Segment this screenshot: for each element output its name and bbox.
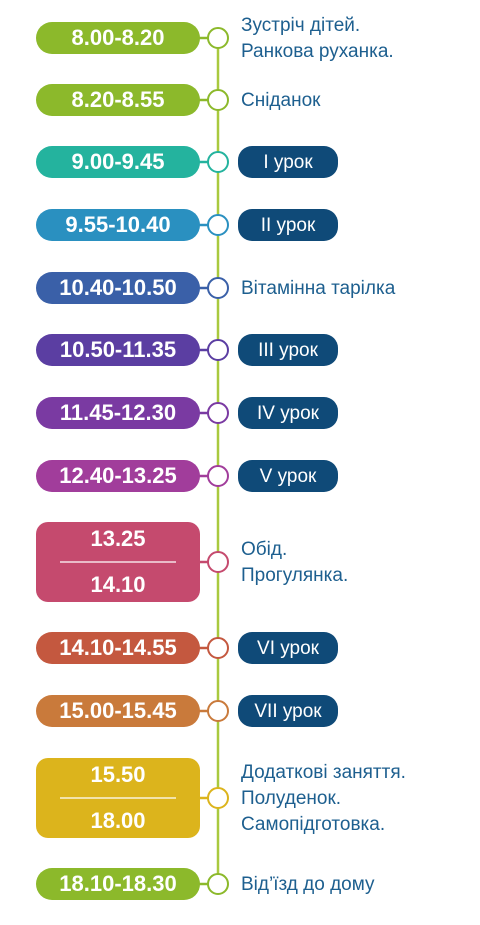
time: 10.50-11.35 bbox=[60, 337, 176, 362]
timeline-dot bbox=[207, 339, 229, 361]
timeline-dot bbox=[207, 873, 229, 895]
activity-label: Обід. bbox=[241, 539, 287, 560]
activity-label: Полуденок. bbox=[241, 788, 341, 809]
time: 11.45-12.30 bbox=[60, 400, 176, 425]
lesson-label: ІІІ урок bbox=[258, 340, 319, 361]
timeline-dot bbox=[207, 700, 229, 722]
lesson-label: IV урок bbox=[257, 403, 320, 424]
time-badge bbox=[36, 209, 200, 241]
activity-label: Прогулянка. bbox=[241, 565, 348, 586]
time-badge bbox=[36, 272, 200, 304]
activity-label: Від’їзд до дому bbox=[241, 874, 375, 895]
lesson-label: V урок bbox=[260, 466, 317, 487]
timeline-dot bbox=[207, 787, 229, 809]
activity-label: Зустріч дітей. bbox=[241, 15, 360, 36]
timeline-dot bbox=[207, 277, 229, 299]
timeline-dot bbox=[207, 27, 229, 49]
time-badge bbox=[36, 868, 200, 900]
time: 10.40-10.50 bbox=[59, 275, 176, 300]
timeline-dot bbox=[207, 402, 229, 424]
time-badge bbox=[36, 84, 200, 116]
lesson-badge bbox=[238, 695, 338, 727]
lesson-label: І урок bbox=[263, 152, 313, 173]
lesson-badge bbox=[238, 209, 338, 241]
time: 8.20-8.55 bbox=[72, 87, 165, 112]
lesson-badge bbox=[238, 460, 338, 492]
time-end: 14.10 bbox=[90, 572, 145, 597]
time-badge bbox=[36, 695, 200, 727]
time: 9.55-10.40 bbox=[65, 212, 170, 237]
time: 18.10-18.30 bbox=[59, 871, 176, 896]
lesson-label: VI урок bbox=[257, 638, 320, 659]
activity-label: Самопідготовка. bbox=[241, 814, 385, 835]
timeline-dot bbox=[207, 637, 229, 659]
time-start: 15.50 bbox=[90, 762, 145, 787]
time-badge bbox=[36, 334, 200, 366]
lesson-badge bbox=[238, 146, 338, 178]
timeline-dot bbox=[207, 551, 229, 573]
time-badge bbox=[36, 146, 200, 178]
lesson-badge bbox=[238, 397, 338, 429]
timeline-dot bbox=[207, 89, 229, 111]
activity-label: Вітамінна тарілка bbox=[241, 278, 396, 299]
lesson-badge bbox=[238, 632, 338, 664]
lesson-label: ІІ урок bbox=[261, 215, 316, 236]
activity-label: Ранкова руханка. bbox=[241, 41, 394, 62]
lesson-label: VII урок bbox=[254, 701, 322, 722]
time: 9.00-9.45 bbox=[72, 149, 165, 174]
time-badge bbox=[36, 632, 200, 664]
time-badge bbox=[36, 460, 200, 492]
time: 14.10-14.55 bbox=[59, 635, 176, 660]
time-badge bbox=[36, 397, 200, 429]
time: 8.00-8.20 bbox=[72, 25, 165, 50]
lesson-badge bbox=[238, 334, 338, 366]
time: 15.00-15.45 bbox=[59, 698, 176, 723]
time-start: 13.25 bbox=[90, 526, 145, 551]
activity-label: Додаткові заняття. bbox=[241, 762, 406, 783]
timeline-dot bbox=[207, 465, 229, 487]
time: 12.40-13.25 bbox=[59, 463, 176, 488]
time-end: 18.00 bbox=[90, 808, 145, 833]
time-badge bbox=[36, 22, 200, 54]
activity-label: Сніданок bbox=[241, 90, 321, 111]
timeline-dot bbox=[207, 151, 229, 173]
timeline-dot bbox=[207, 214, 229, 236]
